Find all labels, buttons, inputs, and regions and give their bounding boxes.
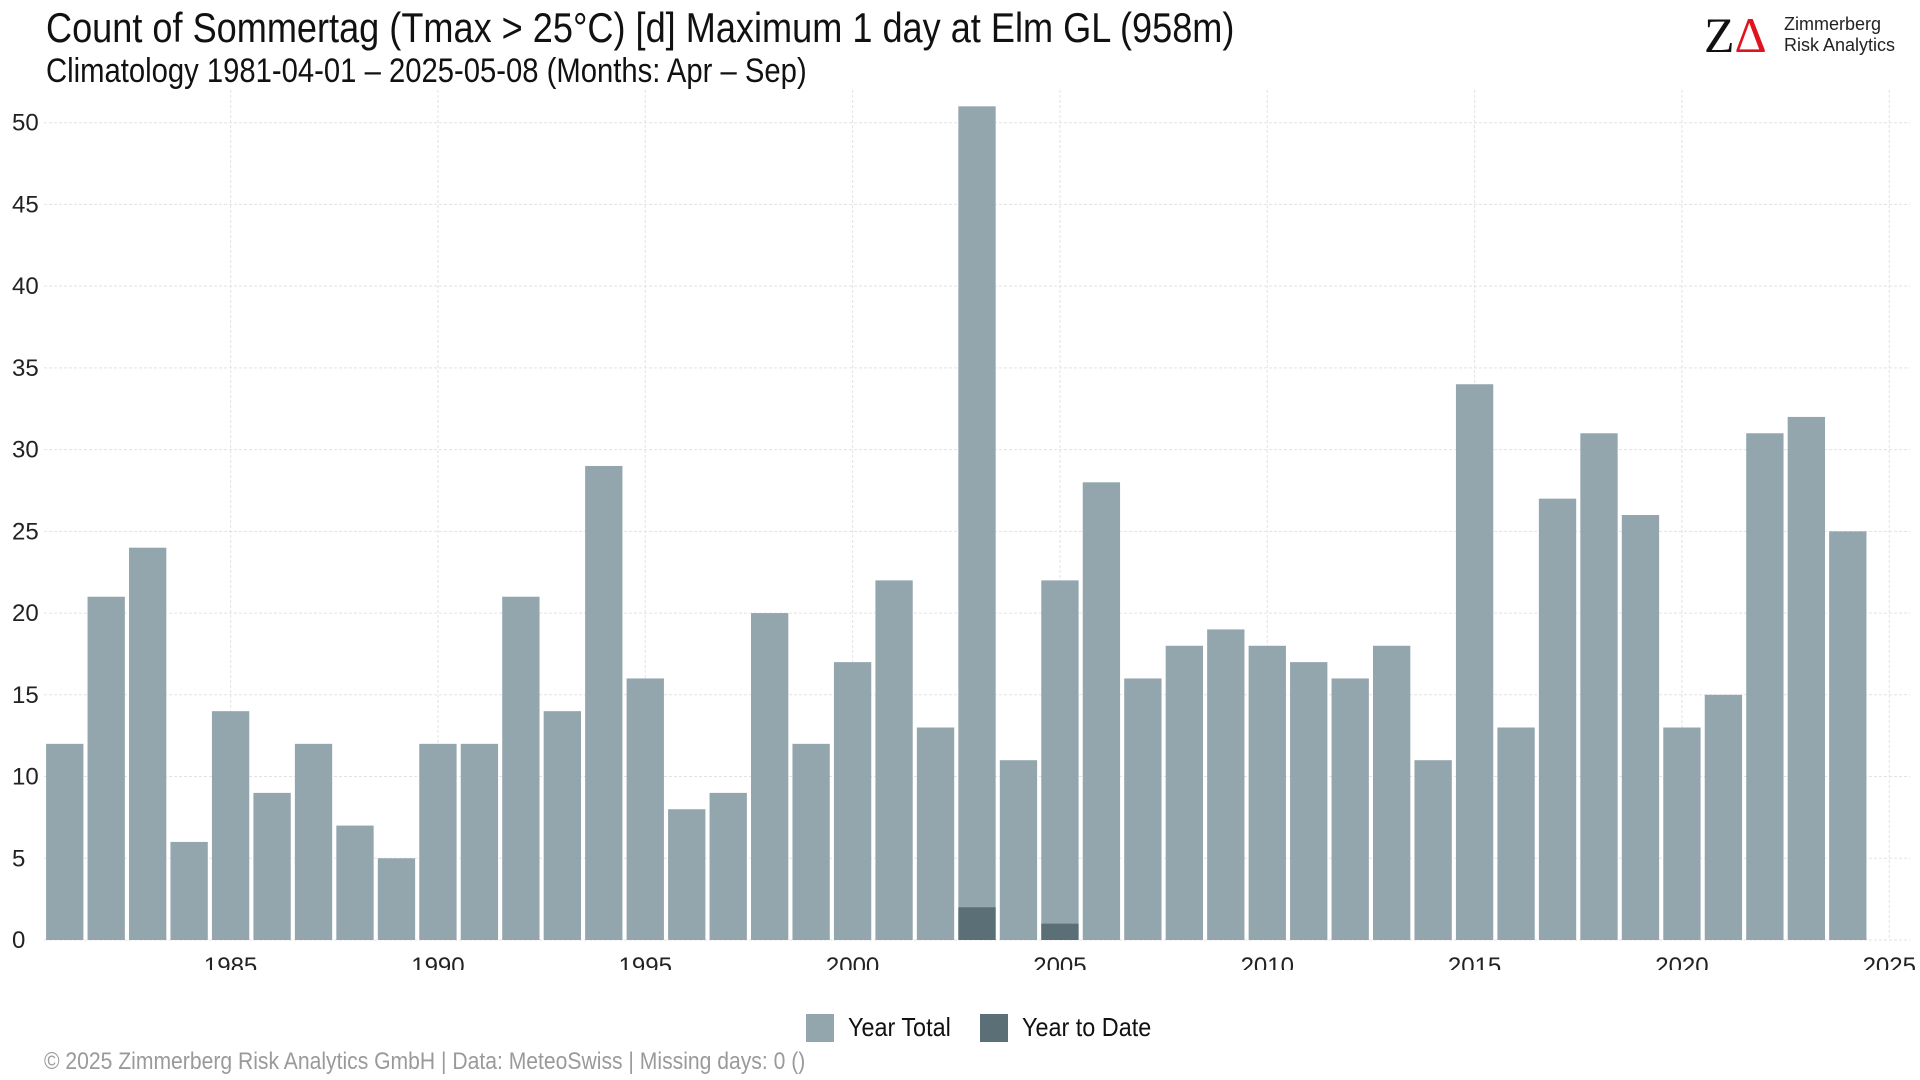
bar-year-total-2020 xyxy=(1663,727,1701,940)
legend-item-year-total: Year Total xyxy=(806,1012,962,1043)
bar-year-total-1991 xyxy=(460,743,499,940)
logo-line-2: Risk Analytics xyxy=(1784,35,1896,55)
bar-year-total-2017 xyxy=(1538,498,1577,940)
chart-subtitle: Climatology 1981-04-01 – 2025-05-08 (Mon… xyxy=(46,52,807,90)
x-axis-ticks: 1985 1990 1995 2000 2005 2010 2015 2020 2025 xyxy=(204,953,1916,970)
bar-year-total-2007 xyxy=(1124,678,1162,940)
bar-year-total-1992 xyxy=(502,596,540,940)
bar-year-total-2013 xyxy=(1373,645,1411,940)
y-tick-label-0: 0 xyxy=(12,927,25,954)
bar-year-total-2002 xyxy=(916,727,955,940)
bar-year-total-2005 xyxy=(1041,580,1079,940)
year-to-date-bars xyxy=(958,907,1079,940)
y-tick-label-10: 10 xyxy=(12,764,39,791)
legend: Year Total Year to Date xyxy=(806,1012,1184,1043)
bar-year-total-1984 xyxy=(170,841,208,940)
y-tick-label-20: 20 xyxy=(12,600,39,627)
bar-year-total-2023 xyxy=(1787,416,1825,940)
logo-line-1: Zimmerberg xyxy=(1784,14,1882,34)
x-tick-label-2025: 2025 xyxy=(1863,953,1916,970)
bar-year-total-2022 xyxy=(1746,433,1784,940)
y-tick-label-5: 5 xyxy=(12,845,25,872)
bar-year-total-2006 xyxy=(1082,482,1121,940)
bar-year-total-2018 xyxy=(1580,433,1618,940)
x-tick-label-1990: 1990 xyxy=(411,953,464,970)
legend-label-year-to-date: Year to Date xyxy=(1022,1012,1152,1042)
bar-year-total-1998 xyxy=(751,613,789,940)
bar-year-total-2015 xyxy=(1455,384,1494,940)
bar-year-total-2003 xyxy=(958,106,996,941)
x-tick-label-2020: 2020 xyxy=(1655,953,1708,970)
y-tick-label-35: 35 xyxy=(12,355,39,382)
bar-year-total-2001 xyxy=(875,580,913,940)
y-tick-label-25: 25 xyxy=(12,518,39,545)
bar-year-total-1981 xyxy=(46,743,84,940)
bar-year-total-1988 xyxy=(336,825,374,940)
x-tick-label-2005: 2005 xyxy=(1033,953,1086,970)
legend-item-year-to-date: Year to Date xyxy=(980,1012,1166,1043)
bar-year-total-2012 xyxy=(1331,678,1369,940)
logo-text: Zimmerberg Risk Analytics xyxy=(1784,14,1895,56)
legend-swatch-year-total xyxy=(806,1013,834,1042)
bar-year-total-2024 xyxy=(1829,531,1867,940)
y-tick-label-15: 15 xyxy=(12,682,39,709)
year-total-bars xyxy=(46,106,1867,941)
y-tick-label-50: 50 xyxy=(12,110,39,137)
bar-year-total-2019 xyxy=(1621,515,1660,940)
x-tick-label-1985: 1985 xyxy=(204,953,257,970)
bar-year-total-1983 xyxy=(129,547,167,940)
bar-year-total-1994 xyxy=(585,465,623,940)
x-tick-label-2015: 2015 xyxy=(1448,953,1501,970)
bar-year-total-2011 xyxy=(1290,662,1328,940)
y-axis-ticks: 0 5 10 15 20 25 30 35 40 45 50 xyxy=(12,110,39,954)
bar-year-total-2008 xyxy=(1165,645,1203,940)
y-tick-label-45: 45 xyxy=(12,191,39,218)
bar-year-total-2021 xyxy=(1704,694,1743,940)
x-tick-label-2010: 2010 xyxy=(1241,953,1294,970)
bar-year-total-1996 xyxy=(668,809,706,940)
bar-year-total-1982 xyxy=(87,596,125,940)
bar-year-total-2009 xyxy=(1207,629,1245,940)
x-tick-label-2000: 2000 xyxy=(826,953,879,970)
legend-swatch-year-to-date xyxy=(980,1013,1009,1042)
bar-year-total-2016 xyxy=(1497,727,1535,940)
x-tick-label-1995: 1995 xyxy=(619,953,672,970)
bar-year-total-1990 xyxy=(419,743,457,940)
legend-label-year-total: Year Total xyxy=(848,1012,951,1042)
bar-year-total-2000 xyxy=(833,662,872,940)
company-logo: ZΔ Zimmerberg Risk Analytics xyxy=(1704,10,1904,60)
bar-year-total-1997 xyxy=(709,792,747,940)
bar-year-total-2010 xyxy=(1248,645,1286,940)
bar-year-total-1987 xyxy=(294,743,333,940)
bar-year-to-date-2005 xyxy=(1041,923,1079,940)
bar-year-total-1985 xyxy=(211,711,250,940)
bar-year-total-1995 xyxy=(626,678,664,940)
bar-year-to-date-2003 xyxy=(958,907,996,940)
bar-year-total-1993 xyxy=(543,711,581,940)
bar-year-total-1986 xyxy=(253,792,291,940)
bar-year-total-1989 xyxy=(377,858,416,940)
y-tick-label-40: 40 xyxy=(12,273,39,300)
chart-title: Count of Sommertag (Tmax > 25°C) [d] Max… xyxy=(46,4,1235,51)
bar-year-total-2014 xyxy=(1414,760,1452,940)
bar-year-total-2004 xyxy=(999,760,1038,940)
y-tick-label-30: 30 xyxy=(12,437,39,464)
bar-year-total-1999 xyxy=(792,743,830,940)
footer-caption: © 2025 Zimmerberg Risk Analytics GmbH | … xyxy=(44,1048,806,1075)
logo-mark: ZΔ xyxy=(1704,7,1767,63)
